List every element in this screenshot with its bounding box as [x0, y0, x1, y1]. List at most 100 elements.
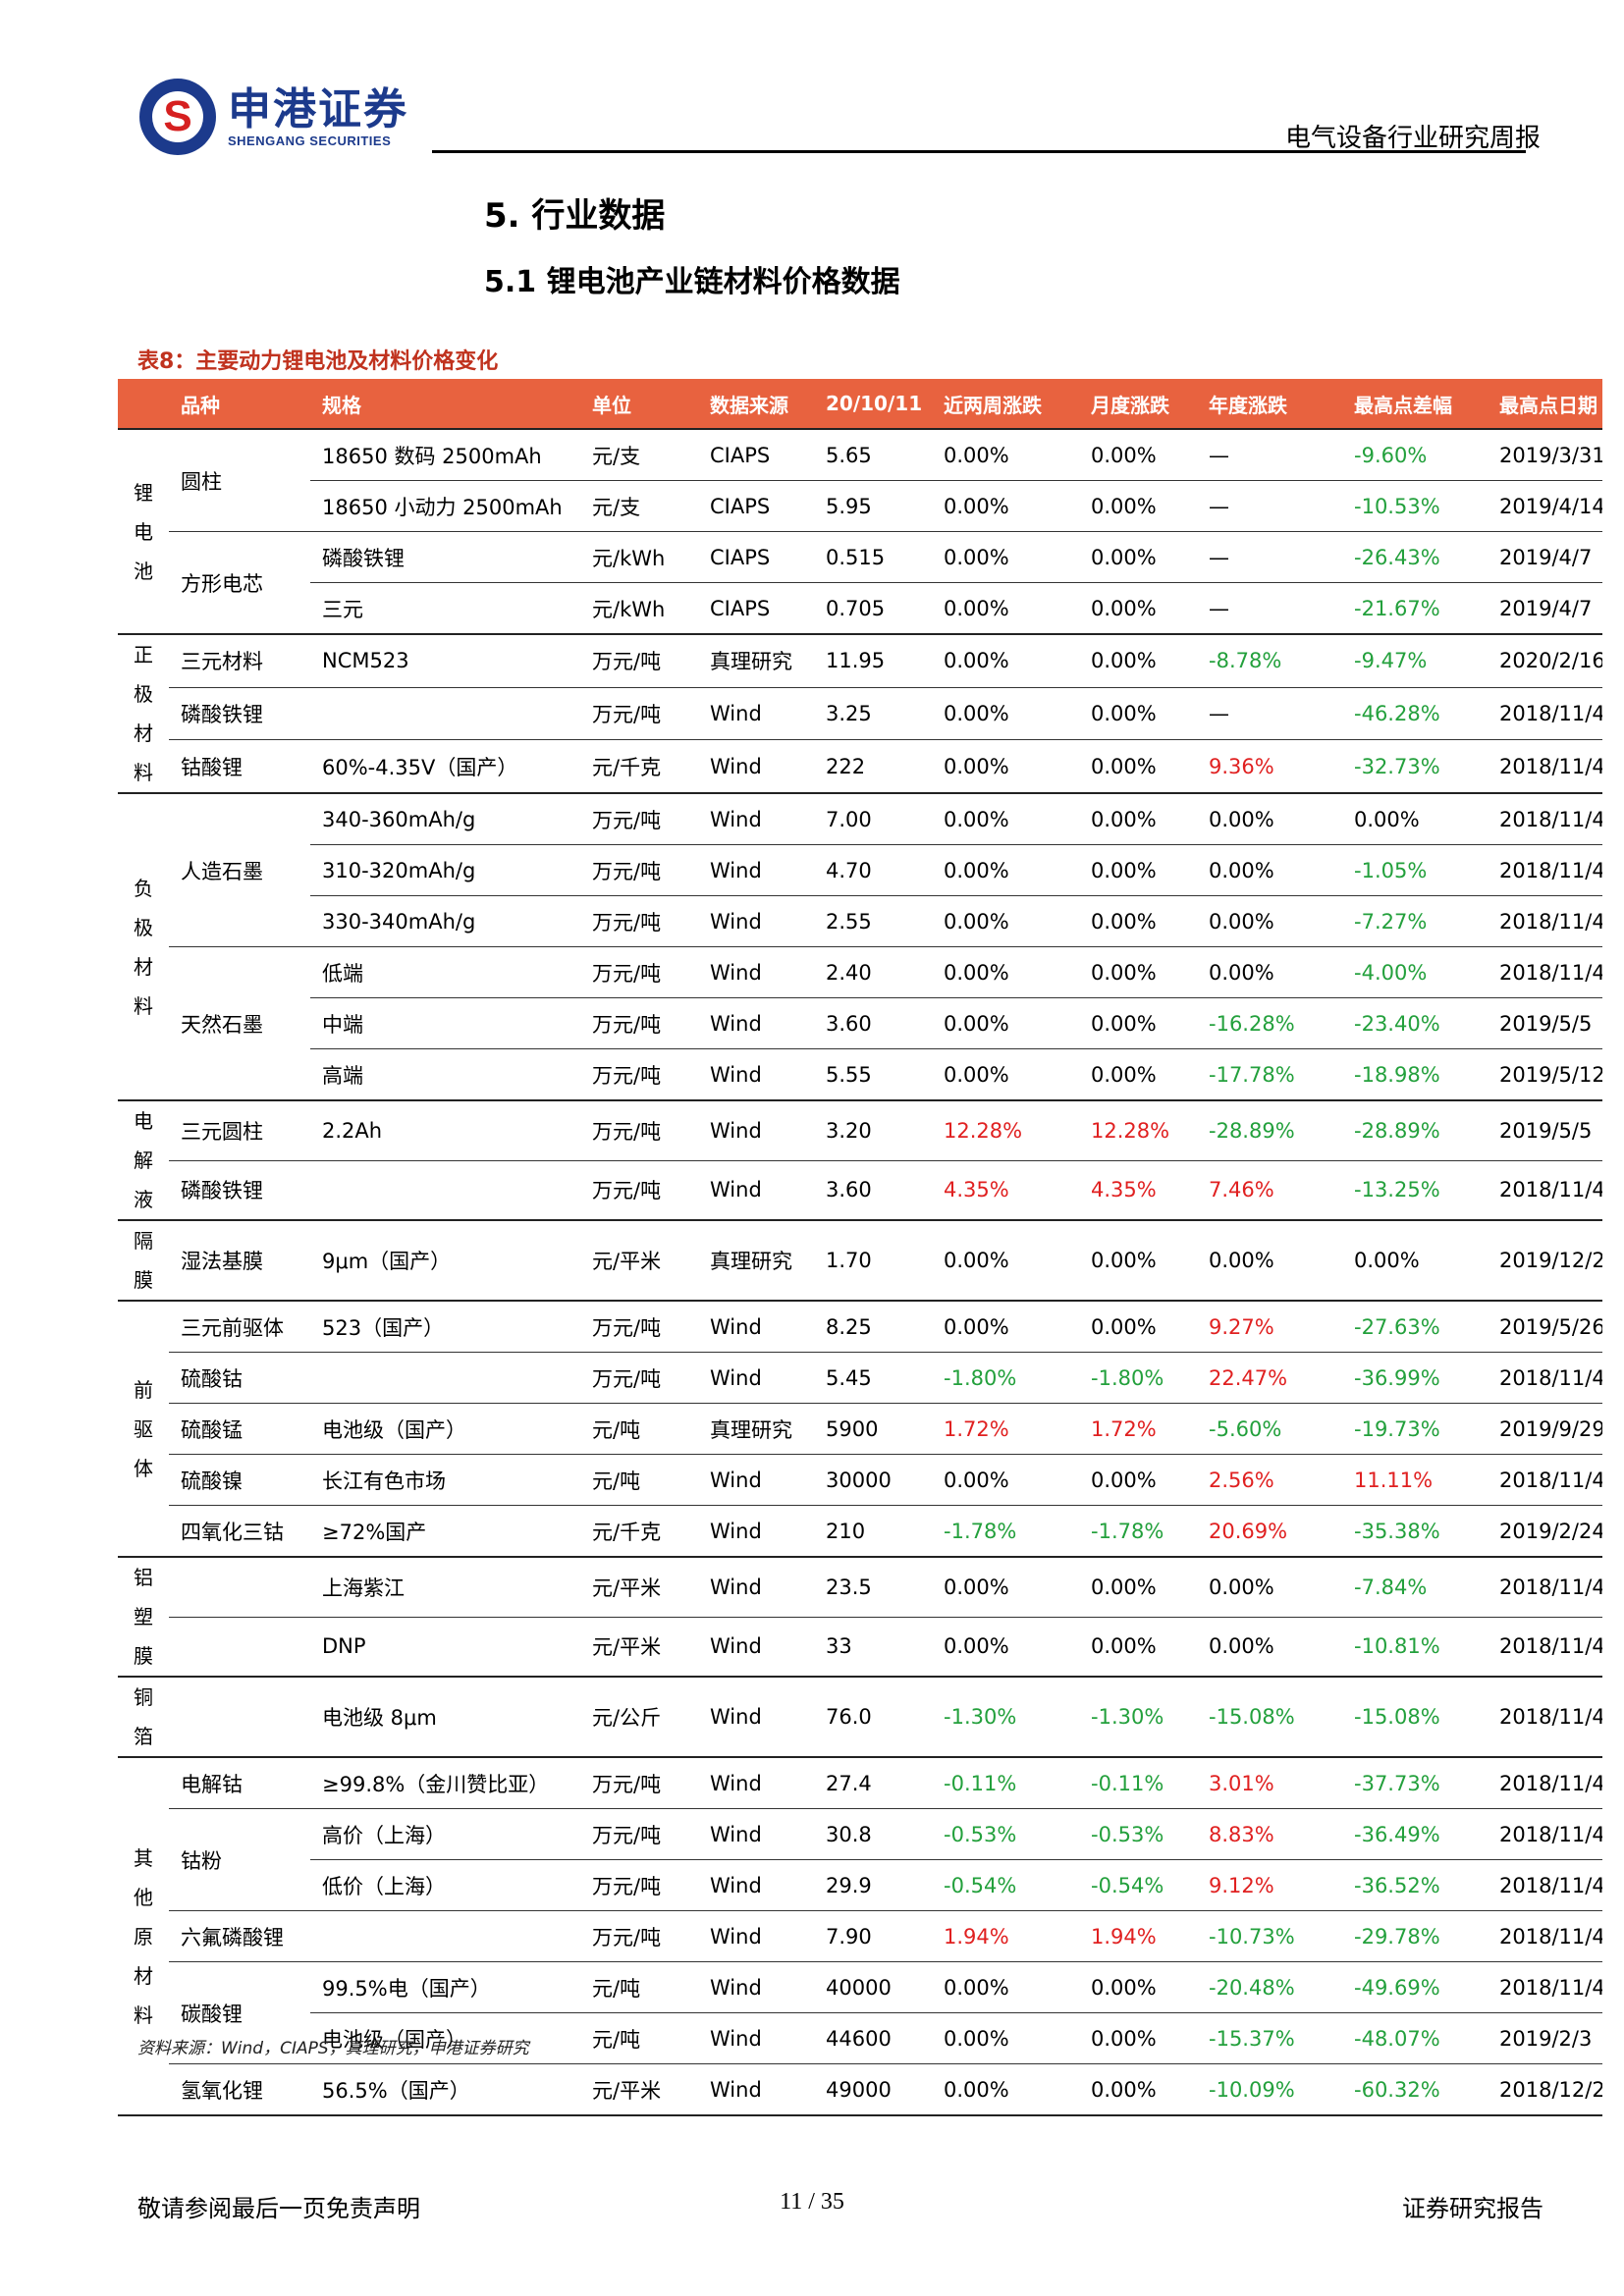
cell-spec [310, 1910, 580, 1962]
cell-peak: -1.05% [1342, 844, 1488, 896]
category-cell: 锂电池 [118, 428, 169, 634]
table-row: 330-340mAh/g 万元/吨 Wind 2.55 0.00% 0.00% 0.00% -… [118, 895, 1602, 947]
variety-cell: 磷酸铁锂 [169, 1159, 310, 1220]
cell-unit: 万元/吨 [580, 1048, 698, 1100]
price-table: 品种 规格 单位 数据来源 20/10/11 近两周涨跌 月度涨跌 年度涨跌 最… [118, 379, 1602, 2116]
col-header: 数据来源 [698, 379, 814, 429]
cell-spec: 电池级（国产） [310, 2012, 580, 2064]
table-row: 310-320mAh/g 万元/吨 Wind 4.70 0.00% 0.00% 0.00% -… [118, 844, 1602, 896]
cell-price: 1.70 [814, 1219, 932, 1301]
cell-unit: 万元/吨 [580, 1756, 698, 1809]
cell-date: 2018/12/2 [1488, 2063, 1602, 2116]
cell-date: 2019/2/24 [1488, 1505, 1602, 1557]
cell-unit: 元/平米 [580, 1616, 698, 1677]
cell-spec: 磷酸铁锂 [310, 531, 580, 583]
cell-price: 8.25 [814, 1300, 932, 1353]
cell-w2: 0.00% [932, 1048, 1079, 1100]
table-row: 锂电池 圆柱 18650 数码 2500mAh 元/支 CIAPS 5.65 0.00% 0.… [118, 428, 1602, 634]
cell-w2: 0.00% [932, 1300, 1079, 1353]
cell-w2: 0.00% [932, 582, 1079, 634]
cell-spec: NCM523 [310, 632, 580, 688]
table-row: DNP 元/平米 Wind 33 0.00% 0.00% 0.00% -10.81% 2018/… [118, 1616, 1602, 1677]
cell-spec: 电池级（国产） [310, 1403, 580, 1455]
cell-spec: 电池级 8μm [310, 1676, 580, 1757]
cell-peak: -7.84% [1342, 1556, 1488, 1617]
cell-unit: 万元/吨 [580, 1910, 698, 1962]
cell-spec: ≥99.8%（金川赞比亚） [310, 1756, 580, 1809]
cell-date: 2019/5/26 [1488, 1300, 1602, 1353]
cell-spec: 高端 [310, 1048, 580, 1100]
cell-unit: 万元/吨 [580, 1859, 698, 1911]
cell-spec: DNP [310, 1616, 580, 1677]
source-note: 资料来源：Wind，CIAPS，真理研究，申港证券研究 [137, 2039, 529, 2058]
category-label: 负极材料 [134, 876, 153, 1018]
variety-cell: 氢氧化锂 [169, 2063, 310, 2116]
cell-w2: 1.94% [932, 1910, 1079, 1962]
cell-spec [310, 1159, 580, 1220]
cell-spec: 340-360mAh/g [310, 792, 580, 845]
variety-cell: 湿法基膜 [169, 1219, 310, 1301]
cell-peak: -4.00% [1342, 946, 1488, 998]
cell-m: 0.00% [1079, 895, 1197, 947]
table-row: 钴酸锂 60%-4.35V（国产） 元/千克 Wind 222 0.00% 0.00% 9.3… [118, 739, 1602, 793]
footer-disclaimer: 敬请参阅最后一页免责声明 [137, 2195, 420, 2222]
cell-price: 5.95 [814, 480, 932, 532]
category-cell: 铝塑膜 [118, 1556, 169, 1677]
cell-peak: -46.28% [1342, 686, 1488, 740]
cell-price: 3.60 [814, 997, 932, 1049]
cell-date: 2018/11/4 [1488, 792, 1602, 845]
cell-peak: -35.38% [1342, 1505, 1488, 1557]
cell-w2: -0.54% [932, 1859, 1079, 1911]
table-row: 硫酸镍 长江有色市场 元/吨 Wind 30000 0.00% 0.00% 2.56% 11.1… [118, 1454, 1602, 1506]
cell-source: 真理研究 [698, 1403, 814, 1455]
cell-unit: 元/支 [580, 428, 698, 481]
variety-cell: 三元圆柱 [169, 1099, 310, 1160]
cell-w2: 0.00% [932, 686, 1079, 740]
cell-unit: 万元/吨 [580, 844, 698, 896]
category-label: 铜箔 [134, 1685, 153, 1748]
cell-m: 1.72% [1079, 1403, 1197, 1455]
cell-unit: 万元/吨 [580, 997, 698, 1049]
cell-date: 2019/4/14 [1488, 480, 1602, 532]
cell-unit: 元/吨 [580, 2012, 698, 2064]
cell-w2: -1.30% [932, 1676, 1079, 1757]
category-label: 其他原材料 [134, 1845, 153, 2027]
cell-peak: -49.69% [1342, 1961, 1488, 2013]
cell-peak: -15.08% [1342, 1676, 1488, 1757]
logo-en-text: SHENGANG SECURITIES [228, 133, 392, 148]
cell-peak: -29.78% [1342, 1910, 1488, 1962]
cell-date: 2018/11/4 [1488, 946, 1602, 998]
cell-w2: 0.00% [932, 1219, 1079, 1301]
cell-source: Wind [698, 1961, 814, 2013]
cell-date: 2018/11/4 [1488, 686, 1602, 740]
cell-y: 0.00% [1197, 895, 1342, 947]
table-row: 高端 万元/吨 Wind 5.55 0.00% 0.00% -17.78% -18.98% 20… [118, 1048, 1602, 1100]
cell-price: 7.00 [814, 792, 932, 845]
variety-cell: 三元前驱体 [169, 1300, 310, 1353]
cell-y: -20.48% [1197, 1961, 1342, 2013]
table-row: 正极材料 三元材料 NCM523 万元/吨 真理研究 11.95 0.00% 0.00% -8.… [118, 632, 1602, 793]
cell-unit: 万元/吨 [580, 1159, 698, 1220]
cell-m: 0.00% [1079, 480, 1197, 532]
cell-date: 2019/9/29 [1488, 1403, 1602, 1455]
col-header: 最高点差幅 [1342, 379, 1488, 429]
cell-date: 2018/11/4 [1488, 1859, 1602, 1911]
cell-y: — [1197, 428, 1342, 481]
cell-price: 4.70 [814, 844, 932, 896]
cell-source: Wind [698, 1099, 814, 1160]
cell-date: 2018/11/4 [1488, 895, 1602, 947]
cell-w2: 0.00% [932, 792, 1079, 845]
cell-peak: -18.98% [1342, 1048, 1488, 1100]
cell-source: Wind [698, 1159, 814, 1220]
cell-price: 3.20 [814, 1099, 932, 1160]
cell-m: 0.00% [1079, 997, 1197, 1049]
cell-date: 2018/11/4 [1488, 1676, 1602, 1757]
variety-cell [169, 1616, 310, 1677]
cell-source: Wind [698, 1505, 814, 1557]
cell-date: 2019/5/5 [1488, 1099, 1602, 1160]
cell-source: CIAPS [698, 531, 814, 583]
cell-date: 2019/4/7 [1488, 531, 1602, 583]
cell-spec [310, 1352, 580, 1404]
cell-spec: 高价（上海） [310, 1808, 580, 1860]
cell-unit: 元/吨 [580, 1403, 698, 1455]
